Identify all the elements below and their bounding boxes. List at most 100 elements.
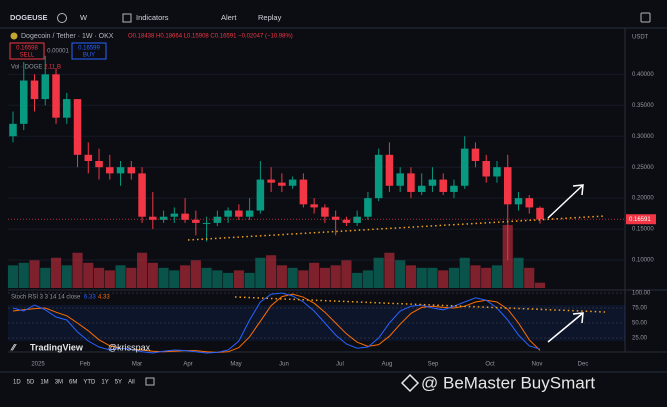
candle-body xyxy=(310,204,318,208)
candle-body xyxy=(493,167,501,177)
candle-body xyxy=(288,179,297,186)
candle-body xyxy=(439,179,447,192)
volume-bar xyxy=(104,270,115,288)
stoch-tick-label: 50.00 xyxy=(632,321,648,327)
volume-bar xyxy=(115,265,126,288)
y-tick-label: 0.25000 xyxy=(632,165,654,171)
stoch-tick-label: 100.00 xyxy=(632,291,651,297)
candle-body xyxy=(278,182,286,186)
volume-bar xyxy=(416,267,427,288)
volume-bar xyxy=(448,267,460,288)
candle-body xyxy=(213,216,222,223)
volume-bar xyxy=(341,260,352,288)
candle-body xyxy=(52,74,60,118)
stoch-title: Stoch RSI 3 3 14 14 close xyxy=(11,295,81,301)
indicators[interactable]: Indicators xyxy=(136,13,169,22)
candle-body xyxy=(127,167,136,174)
range-button[interactable]: 1D xyxy=(13,380,21,386)
x-tick-label: Aug xyxy=(382,362,393,368)
fullscreen[interactable] xyxy=(640,12,651,23)
volume-bar xyxy=(513,257,524,288)
volume-unit: B xyxy=(57,65,61,71)
candle-body xyxy=(149,216,157,220)
volume-bar xyxy=(491,265,503,288)
x-tick-label: Oct xyxy=(485,362,495,368)
volume-bar xyxy=(50,257,62,288)
volume-bar xyxy=(244,272,255,288)
volume-bar xyxy=(61,265,72,288)
indicators-icon xyxy=(122,13,132,23)
candle-body xyxy=(321,207,329,217)
x-tick-label: 2025 xyxy=(31,362,45,368)
volume-bar xyxy=(223,272,234,288)
symbol[interactable]: DOGEUSE xyxy=(10,13,48,22)
volume-bar xyxy=(534,282,546,288)
volume-bar xyxy=(29,260,40,288)
volume-bar xyxy=(83,262,94,288)
candle-body xyxy=(30,80,39,100)
currency[interactable]: USDT xyxy=(632,35,649,41)
buy-price: 0.16599 xyxy=(78,46,100,52)
volume-bar xyxy=(319,267,330,288)
range-button[interactable]: 1Y xyxy=(101,380,108,386)
volume-bar xyxy=(362,270,373,288)
candle-body xyxy=(95,161,103,168)
y-tick-label: 0.15000 xyxy=(632,227,654,233)
candle-body xyxy=(482,161,490,177)
candle-body xyxy=(9,123,17,137)
candle-body xyxy=(428,179,437,186)
sell-button[interactable] xyxy=(9,42,45,60)
volume-bar xyxy=(40,267,51,288)
y-tick-label: 0.35000 xyxy=(632,103,654,109)
stoch-tick-label: 25.00 xyxy=(632,336,648,342)
volume-bar xyxy=(438,270,449,288)
candle-body xyxy=(385,154,394,186)
volume-bar xyxy=(481,267,492,288)
volume-bar xyxy=(169,270,180,288)
candle-body xyxy=(525,198,534,208)
x-tick-label: Jun xyxy=(279,362,289,368)
alert[interactable]: Alert xyxy=(221,13,237,22)
candle-body xyxy=(170,213,179,217)
range-button[interactable]: 5D xyxy=(27,380,35,386)
candle-body xyxy=(159,216,168,220)
y-tick-label: 0.10000 xyxy=(632,258,654,264)
candle-body xyxy=(364,198,372,217)
x-tick-label: Mar xyxy=(132,362,142,368)
add-symbol[interactable] xyxy=(57,13,67,23)
interval[interactable]: W xyxy=(80,13,88,22)
tv-mark: ⁄⁄ xyxy=(10,342,18,352)
candle-body xyxy=(116,167,125,174)
y-tick-label: 0.20000 xyxy=(632,196,654,202)
replay[interactable]: Replay xyxy=(258,13,282,22)
candle-body xyxy=(331,216,340,220)
x-tick-label: Feb xyxy=(80,362,91,368)
candle-body xyxy=(396,173,404,186)
x-tick-label: Sep xyxy=(428,362,439,368)
candle-body xyxy=(41,74,50,100)
x-tick-label: Apr xyxy=(183,362,192,368)
range-button[interactable]: 3M xyxy=(55,380,63,386)
candle-body xyxy=(181,213,189,220)
range-button[interactable]: 1M xyxy=(40,380,48,386)
candle-body xyxy=(202,222,211,224)
range-button[interactable]: 6M xyxy=(69,380,77,386)
date-range-icon[interactable] xyxy=(145,377,155,386)
candle-body xyxy=(503,167,512,205)
candle-body xyxy=(245,210,254,217)
last-price-box xyxy=(626,214,656,225)
candle-body xyxy=(106,167,114,174)
candle-body xyxy=(235,210,243,217)
watermark: @ BeMaster BuySmart xyxy=(421,373,595,392)
range-button[interactable]: 5Y xyxy=(115,380,122,386)
volume-bar xyxy=(7,265,19,288)
volume-bar xyxy=(126,267,137,288)
spread: 0.00001 xyxy=(47,49,69,55)
candle-body xyxy=(374,154,383,199)
buy-button[interactable] xyxy=(71,42,107,60)
candle-body xyxy=(19,80,28,124)
toolbar xyxy=(0,8,667,28)
x-tick-label: May xyxy=(230,362,241,368)
range-button[interactable]: YTD xyxy=(83,380,96,386)
range-button[interactable]: All xyxy=(128,380,135,386)
